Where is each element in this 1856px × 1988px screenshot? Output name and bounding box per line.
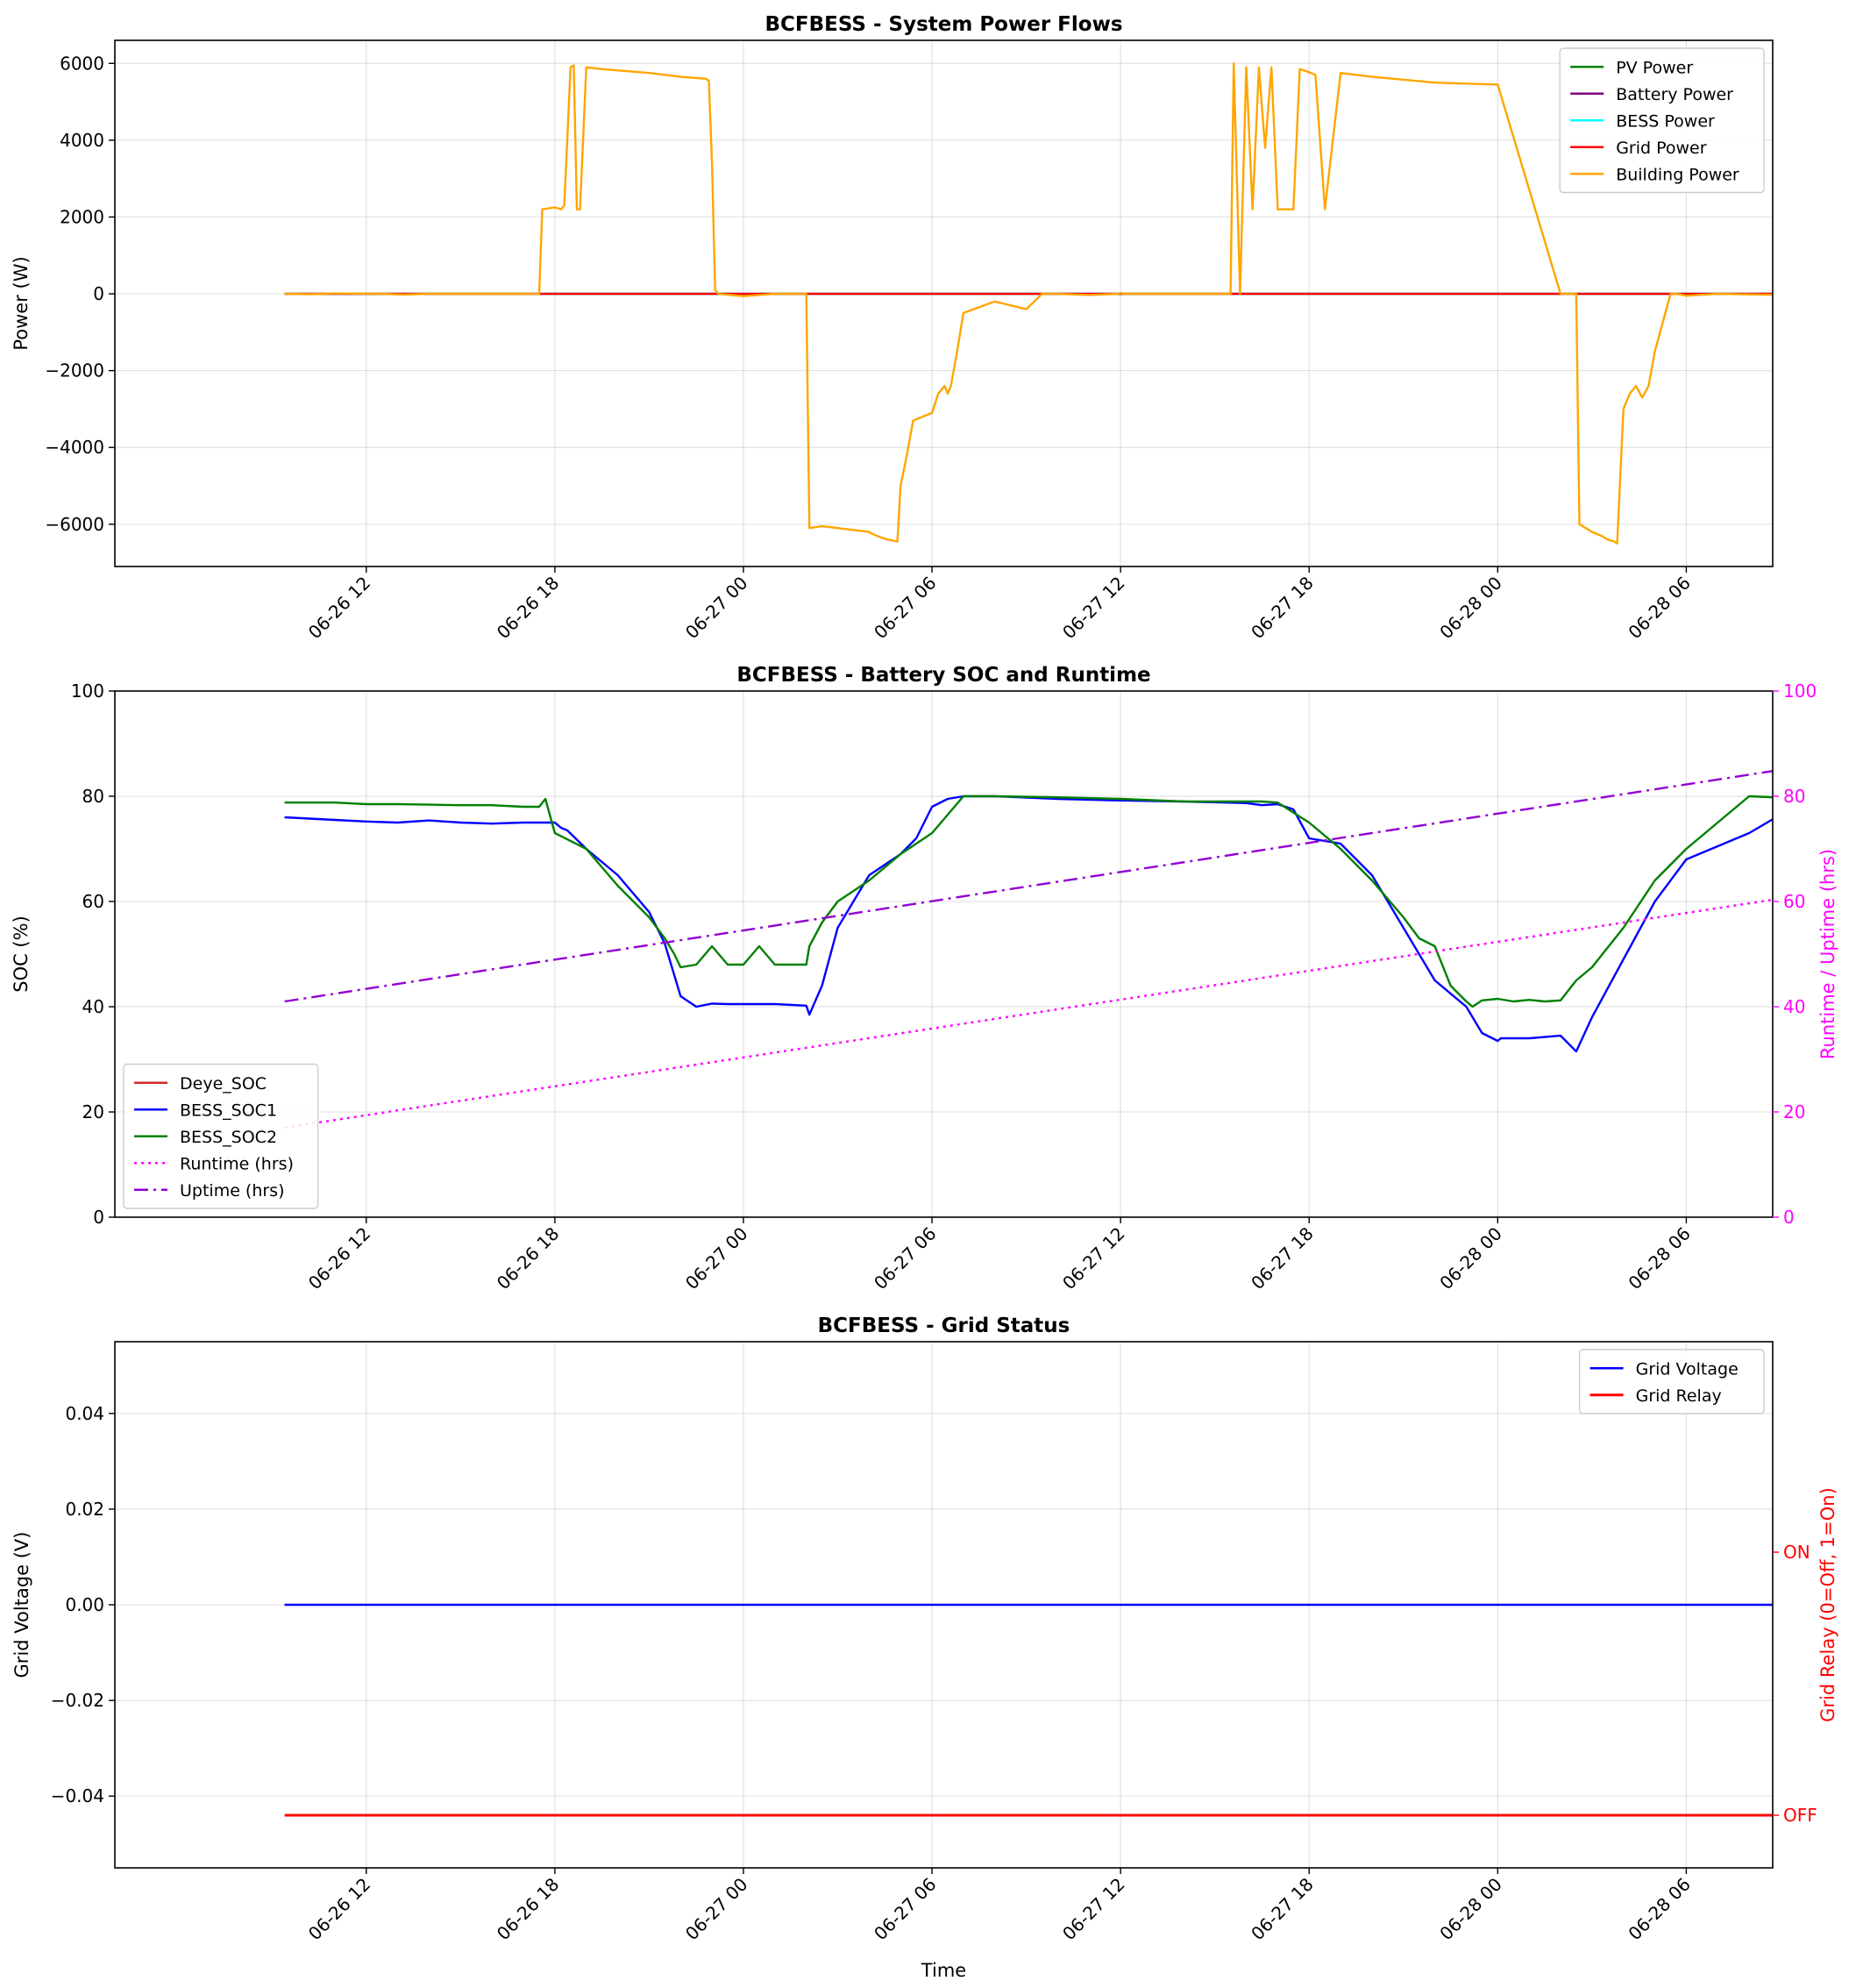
x-tick-label: 06-27 18 xyxy=(1247,1223,1318,1294)
legend-label-deye-soc: Deye_SOC xyxy=(180,1074,267,1094)
legend-label-uptime-hrs: Uptime (hrs) xyxy=(180,1181,285,1201)
x-tick-label: 06-27 00 xyxy=(681,1223,752,1294)
legend-box xyxy=(1559,47,1765,194)
legend-label-pv-power: PV Power xyxy=(1616,58,1693,77)
y-tick-label: −6000 xyxy=(45,514,104,535)
y-tick-label: 80 xyxy=(82,786,104,807)
x-tick-label: 06-28 00 xyxy=(1435,1223,1506,1294)
right-y-tick-label: 40 xyxy=(1783,996,1805,1017)
right-y-tick-label: 80 xyxy=(1783,786,1805,807)
y-tick-label: 0 xyxy=(93,1207,104,1228)
chart-title: BCFBESS - Grid Status xyxy=(818,1315,1070,1337)
y-tick-label: 0.02 xyxy=(65,1499,104,1520)
x-tick-label: 06-27 06 xyxy=(870,1874,941,1945)
y-tick-label: 6000 xyxy=(60,53,104,74)
y-tick-label: 0.00 xyxy=(65,1594,104,1615)
legend-label-runtime-hrs: Runtime (hrs) xyxy=(180,1154,294,1173)
x-tick-label: 06-28 00 xyxy=(1435,573,1506,644)
right-y-tick-label: OFF xyxy=(1783,1805,1817,1826)
x-tick-label: 06-28 06 xyxy=(1624,1874,1695,1945)
plot-frame xyxy=(114,39,1774,567)
y-tick-label: 60 xyxy=(82,891,104,912)
right-y-axis-label: Runtime / Uptime (hrs) xyxy=(1817,849,1838,1059)
legend-label-bess-power: BESS Power xyxy=(1616,111,1715,131)
y-tick-label: −0.02 xyxy=(51,1690,104,1711)
legend: Grid Voltage Grid Relay xyxy=(1578,1349,1765,1414)
y-axis-label: Power (W) xyxy=(11,256,32,350)
legend-label-bess-soc2: BESS_SOC2 xyxy=(180,1128,277,1147)
series-runtime-hrs xyxy=(284,898,1773,1129)
chart-title: BCFBESS - System Power Flows xyxy=(764,13,1122,36)
x-tick-label: 06-27 18 xyxy=(1247,573,1318,644)
y-tick-label: 0.04 xyxy=(65,1403,104,1424)
x-tick-label: 06-26 12 xyxy=(304,1874,375,1945)
x-tick-label: 06-27 00 xyxy=(681,1874,752,1945)
right-y-tick-label: 100 xyxy=(1783,680,1817,702)
series-bess-soc1 xyxy=(284,794,1773,1053)
x-tick-label: 06-26 12 xyxy=(304,573,375,644)
legend-label-grid-power: Grid Power xyxy=(1616,139,1707,158)
right-y-tick-label: 0 xyxy=(1783,1207,1795,1228)
y-tick-label: 2000 xyxy=(60,206,104,227)
x-tick-label: 06-27 12 xyxy=(1058,573,1129,644)
x-tick-label: 06-26 18 xyxy=(493,1874,564,1945)
x-tick-label: 06-27 06 xyxy=(870,1223,941,1294)
right-y-axis-label: Grid Relay (0=Off, 1=On) xyxy=(1817,1487,1838,1722)
right-y-tick-label: 20 xyxy=(1783,1101,1805,1122)
series-uptime-hrs xyxy=(284,770,1773,1003)
x-tick-label: 06-26 18 xyxy=(493,573,564,644)
legend-box xyxy=(1578,1349,1765,1414)
legend-label-building-power: Building Power xyxy=(1616,165,1739,184)
x-tick-label: 06-28 06 xyxy=(1624,1223,1695,1294)
y-axis-label: Grid Voltage (V) xyxy=(11,1532,32,1678)
series-building-power xyxy=(284,62,1773,545)
y-axis-label: SOC (%) xyxy=(11,916,32,993)
legend: PV Power Battery Power BESS Power Grid Powe… xyxy=(1559,47,1765,194)
x-tick-label: 06-27 06 xyxy=(870,573,941,644)
y-tick-label: −0.04 xyxy=(51,1785,104,1806)
y-tick-label: 0 xyxy=(93,283,104,304)
legend-box xyxy=(123,1063,319,1209)
y-tick-label: 40 xyxy=(82,996,104,1017)
chart-1: 06-26 12 06-26 18 06-27 00 06-27 06 06-27 12… xyxy=(11,13,1774,644)
y-tick-label: 20 xyxy=(82,1101,104,1122)
series-bess-soc2 xyxy=(284,794,1773,1008)
chart-3: 06-26 12 06-26 18 06-27 00 06-27 06 06-27 12… xyxy=(11,1315,1838,1981)
y-tick-label: 4000 xyxy=(60,130,104,151)
x-axis-label: Time xyxy=(921,1960,966,1981)
plot-frame xyxy=(114,690,1774,1218)
x-tick-label: 06-27 12 xyxy=(1058,1223,1129,1294)
legend-label-battery-power: Battery Power xyxy=(1616,85,1733,104)
legend-label-grid-relay: Grid Relay xyxy=(1636,1386,1722,1406)
legend-label-bess-soc1: BESS_SOC1 xyxy=(180,1101,277,1120)
y-tick-label: −2000 xyxy=(45,360,104,381)
x-tick-label: 06-28 06 xyxy=(1624,573,1695,644)
x-tick-label: 06-27 18 xyxy=(1247,1874,1318,1945)
y-tick-label: −4000 xyxy=(45,437,104,458)
x-tick-label: 06-27 00 xyxy=(681,573,752,644)
chart-2: 06-26 12 06-26 18 06-27 00 06-27 06 06-27 12… xyxy=(11,664,1838,1294)
y-tick-label: 100 xyxy=(71,680,104,702)
chart-title: BCFBESS - Battery SOC and Runtime xyxy=(736,664,1150,687)
x-tick-label: 06-28 00 xyxy=(1435,1874,1506,1945)
x-tick-label: 06-27 12 xyxy=(1058,1874,1129,1945)
legend: Deye_SOC BESS_SOC1 BESS_SOC2 Runtime (hrs) U… xyxy=(123,1063,319,1209)
right-y-tick-label: 60 xyxy=(1783,891,1805,912)
x-tick-label: 06-26 12 xyxy=(304,1223,375,1294)
right-y-tick-label: ON xyxy=(1783,1542,1810,1563)
x-tick-label: 06-26 18 xyxy=(493,1223,564,1294)
legend-label-grid-voltage: Grid Voltage xyxy=(1636,1359,1739,1379)
